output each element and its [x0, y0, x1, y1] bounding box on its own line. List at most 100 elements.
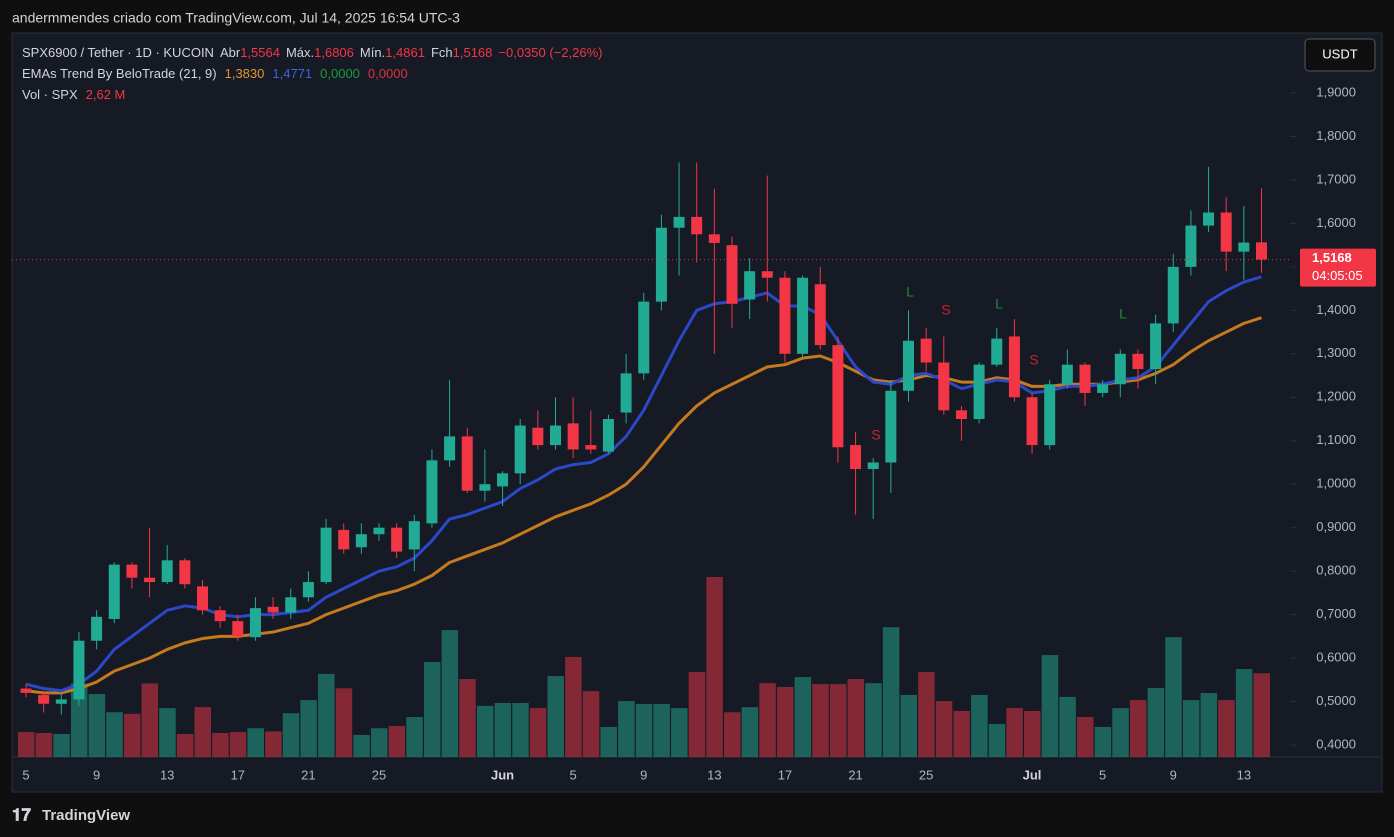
volume-bar — [565, 656, 582, 757]
legend-ohlc-value: 1,4861 — [385, 45, 425, 60]
volume-bar — [918, 671, 935, 757]
y-tick-label: 0,4000 — [1316, 736, 1356, 751]
candle-body — [320, 527, 332, 583]
legend-change: −0,0350 (−2,26%) — [498, 45, 602, 60]
y-tick-label: 1,4000 — [1316, 302, 1356, 317]
volume-bar — [706, 577, 723, 757]
candle-body — [779, 277, 791, 354]
volume-bar — [123, 713, 141, 757]
candle-body — [602, 419, 614, 452]
candle-body — [285, 597, 297, 613]
legend-ohlc-label: Mín. — [360, 45, 385, 60]
legend-indicator: EMAs Trend By BeloTrade (21, 9) — [22, 66, 217, 81]
ema-line — [25, 275, 1262, 693]
volume-bar — [335, 688, 353, 757]
candle-body — [391, 527, 403, 552]
candle-body — [497, 473, 509, 487]
x-tick-label: 13 — [160, 767, 174, 782]
volume-bar — [1253, 673, 1270, 757]
legend-ohlc-label: Abr — [220, 45, 241, 60]
legend-indicator-value: 0,0000 — [368, 66, 408, 81]
volume-bar — [900, 694, 917, 757]
candle-body — [1185, 225, 1197, 267]
candle-body — [214, 610, 226, 622]
candle-body — [708, 234, 720, 243]
candle-body — [338, 529, 350, 550]
volume-bar — [1041, 655, 1059, 757]
volume-bar — [671, 708, 688, 757]
candle-body — [108, 564, 120, 619]
candle-body — [638, 301, 650, 374]
candle-body — [744, 271, 756, 300]
volume-bar — [1182, 700, 1200, 757]
candle-body — [814, 284, 826, 346]
candle-body — [920, 338, 932, 363]
volume-bar — [529, 708, 547, 757]
currency-label[interactable]: USDT — [1322, 46, 1357, 61]
signal-label: S — [871, 427, 880, 443]
volume-bar — [35, 733, 53, 757]
x-tick-label: 5 — [570, 767, 577, 782]
candle-body — [1097, 384, 1109, 393]
candle-body — [691, 216, 703, 235]
volume-bar — [1218, 700, 1235, 757]
candle-body — [726, 245, 738, 304]
candle-body — [585, 445, 597, 450]
candle-body — [179, 560, 191, 585]
candle-body — [444, 436, 456, 461]
candle-body — [514, 425, 526, 474]
candle-body — [550, 425, 561, 446]
candle-body — [1167, 266, 1179, 324]
candle-body — [267, 606, 279, 613]
volume-bar — [194, 707, 211, 757]
volume-bar — [829, 684, 847, 757]
chart-frame — [11, 32, 1383, 793]
volume-bar — [265, 731, 282, 757]
volume-bar — [847, 678, 865, 757]
y-tick-label: 1,8000 — [1316, 128, 1356, 143]
x-tick-label: Jun — [491, 767, 514, 782]
candle-body — [1203, 212, 1215, 226]
candle-body — [673, 216, 685, 228]
volume-bar — [1235, 669, 1253, 757]
candle-body — [479, 484, 491, 491]
candle-body — [1026, 397, 1038, 446]
x-tick-label: 13 — [1237, 767, 1251, 782]
candle-body — [955, 410, 967, 420]
volume-bar — [759, 683, 776, 757]
candle-body — [408, 521, 420, 550]
candle-body — [302, 582, 314, 598]
volume-bar — [318, 673, 335, 757]
candle-body — [1220, 212, 1232, 252]
volume-bar — [494, 702, 512, 757]
legend-indicator-value: 0,0000 — [320, 66, 360, 81]
y-tick-label: 1,0000 — [1316, 476, 1356, 491]
volume-bar — [1094, 726, 1112, 757]
candle-body — [426, 460, 438, 524]
volume-bar — [776, 686, 794, 757]
candle-body — [249, 608, 261, 638]
volume-bar — [159, 708, 176, 757]
volume-bar — [1200, 693, 1218, 757]
volume-bar — [53, 733, 70, 757]
volume-bar — [582, 691, 600, 757]
currency-button[interactable] — [1304, 38, 1376, 72]
legend-ohlc-value: 1,5564 — [240, 45, 280, 60]
volume-bar — [1077, 717, 1094, 757]
candle-body — [373, 527, 385, 535]
x-tick-label: 21 — [848, 767, 862, 782]
y-tick-label: 0,5000 — [1316, 693, 1356, 708]
candle-body — [885, 390, 897, 463]
x-tick-label: 25 — [919, 767, 933, 782]
volume-bar — [1059, 696, 1076, 757]
candle-body — [867, 462, 879, 470]
volume-bar — [1024, 710, 1041, 757]
volume-bar — [141, 683, 159, 757]
volume-bar — [423, 662, 441, 757]
signal-label: L — [906, 284, 914, 300]
volume-bar — [794, 677, 812, 757]
last-price-label: 1,5168 — [1312, 250, 1352, 265]
y-tick-label: 1,3000 — [1316, 345, 1356, 360]
y-tick-label: 1,1000 — [1316, 432, 1356, 447]
